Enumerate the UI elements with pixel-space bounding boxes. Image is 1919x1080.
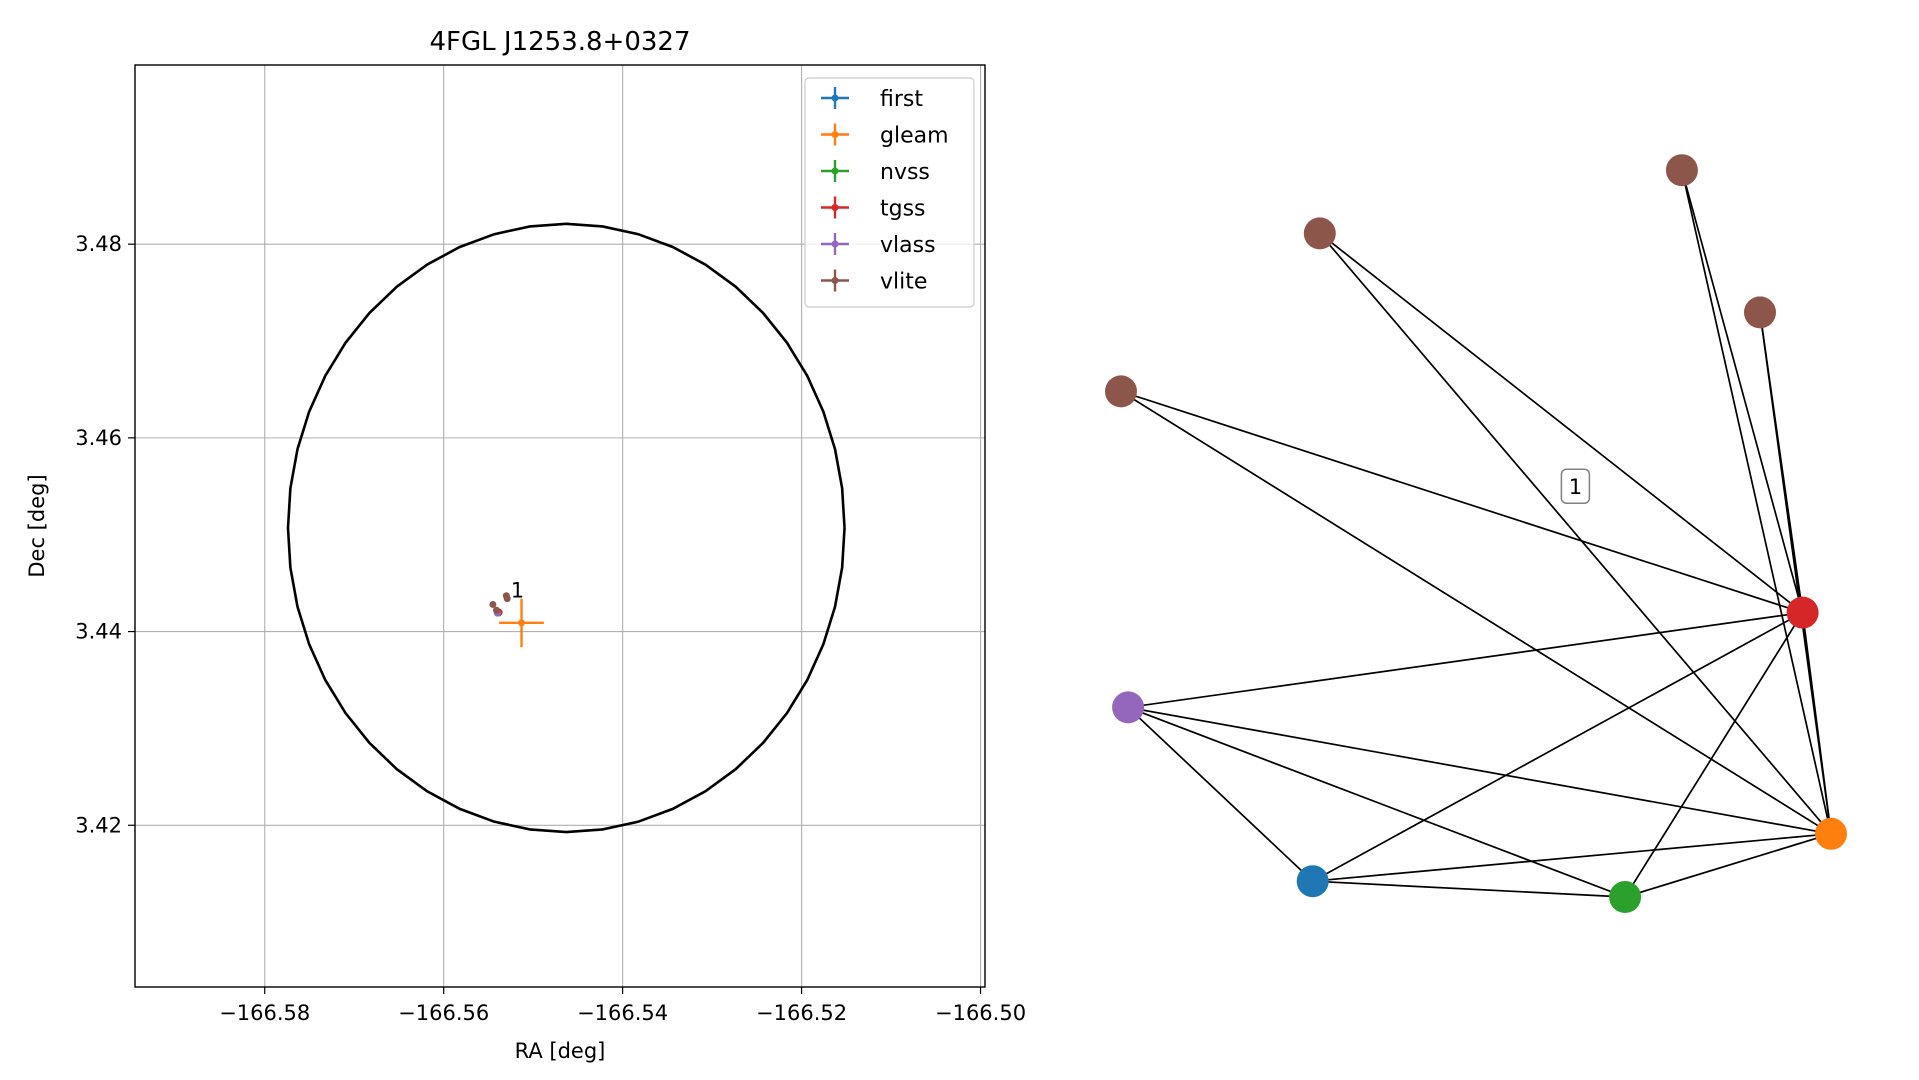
data-point-gleam [499, 598, 544, 648]
graph-edge [1127, 706, 1626, 898]
axes-frame [134, 64, 986, 988]
legend: first gleam nvss tgss vlass vlite [804, 77, 975, 308]
graph-edge [1681, 169, 1804, 613]
graph-node-first [1296, 865, 1329, 898]
legend-entry-vlite: vlite [821, 269, 927, 295]
error-ellipse [286, 222, 846, 834]
x-tick-label: −166.56 [398, 1001, 489, 1025]
legend-label: nvss [880, 160, 930, 185]
graph-edge [1312, 611, 1804, 882]
graph-node-gleam [1815, 817, 1847, 850]
graph-labels: 1 [1560, 468, 1591, 504]
plot-area: 1 [286, 222, 846, 834]
graph-node-vlite_2 [1303, 217, 1336, 250]
x-tick-label: −166.58 [219, 1001, 310, 1025]
graph-edge [1319, 232, 1832, 835]
legend-entry-vlass: vlass [821, 233, 936, 258]
graph-edge [1120, 390, 1803, 614]
graph-edge [1127, 706, 1314, 882]
graph-node-vlite_1 [1665, 154, 1698, 187]
y-tick-label: 3.42 [75, 813, 122, 837]
graph-edge [1312, 880, 1626, 898]
data-point-vlite [489, 600, 497, 608]
y-tick-label: 3.44 [75, 620, 122, 644]
graph-node-nvss [1609, 881, 1642, 913]
y-axis-label: Dec [deg] [25, 474, 49, 577]
chart-title: 4FGL J1253.8+0327 [430, 27, 691, 57]
point-annotation: 1 [511, 579, 524, 603]
network-panel: 1 [1105, 154, 1847, 913]
legend-label: vlite [880, 270, 927, 295]
graph-edge [1801, 612, 1832, 834]
graph-label: 1 [1560, 468, 1591, 504]
data-point-vlite [503, 595, 511, 603]
graph-edges [1120, 169, 1832, 898]
scatter-panel: 1 −166.58 −166.56 −166.54 −166.52 −166.50 3.4… [25, 27, 1026, 1063]
y-tick-label: 3.46 [75, 426, 122, 450]
graph-edge [1127, 706, 1832, 835]
legend-entry-gleam: gleam [821, 123, 949, 149]
x-tick-label: −166.52 [756, 1001, 847, 1025]
graph-edge [1624, 832, 1832, 898]
x-tick-label: −166.54 [577, 1001, 668, 1025]
x-tick-label: −166.50 [935, 1001, 1026, 1025]
legend-entry-nvss: nvss [821, 160, 930, 185]
legend-entry-first: first [821, 87, 923, 112]
legend-label: tgss [880, 197, 926, 222]
y-tick-label: 3.48 [75, 232, 122, 256]
graph-edge [1681, 170, 1832, 834]
x-axis-label: RA [deg] [515, 1039, 606, 1063]
data-point-vlite [492, 606, 500, 614]
legend-label: gleam [880, 124, 949, 149]
graph-edge [1624, 612, 1804, 898]
legend-entry-tgss: tgss [821, 196, 926, 222]
graph-node-tgss [1786, 596, 1819, 629]
graph-node-vlite_4 [1105, 375, 1137, 408]
graph-node-vlite_3 [1744, 296, 1776, 329]
grid [135, 65, 985, 987]
graph-edge [1312, 832, 1832, 883]
legend-label: first [880, 87, 923, 112]
legend-label: vlass [880, 233, 936, 258]
graph-node-vlass [1112, 691, 1145, 724]
graph-edge [1120, 390, 1832, 835]
graph-edge [1319, 232, 1804, 614]
graph-nodes [1105, 154, 1847, 913]
graph-edge [1127, 611, 1803, 709]
graph-label-text: 1 [1569, 475, 1582, 499]
ticks: −166.58 −166.56 −166.54 −166.52 −166.50 3.42 3… [75, 232, 1026, 1025]
